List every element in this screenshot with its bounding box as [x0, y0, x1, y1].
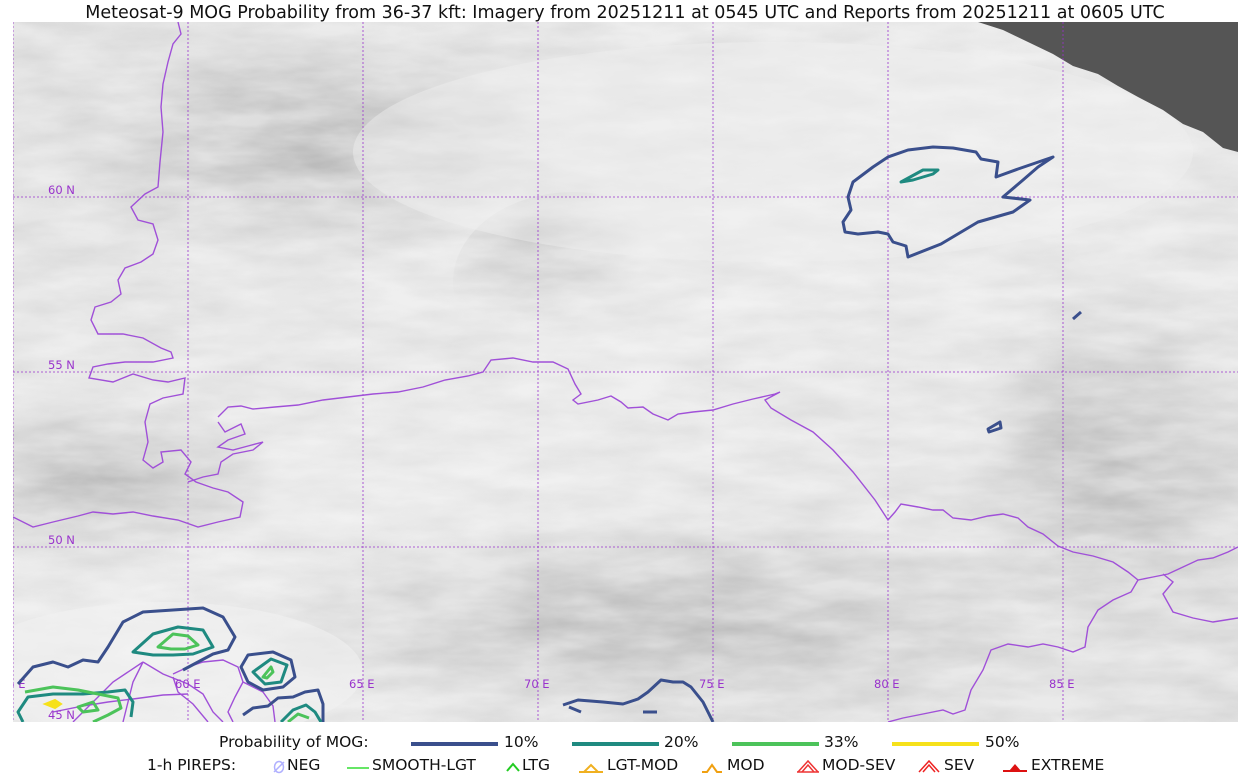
legend-10pct: 10% — [504, 733, 539, 751]
lon-label-80: 80 E — [874, 677, 900, 691]
legend-smooth-lgt: SMOOTH-LGT — [372, 756, 476, 774]
lat-label-60: 60 N — [48, 183, 75, 197]
lon-label-75: 75 E — [699, 677, 725, 691]
graticule — [13, 22, 1238, 722]
lon-label-60: 60 E — [175, 677, 201, 691]
ltg-icon — [506, 762, 520, 772]
legend-50pct: 50% — [985, 733, 1020, 751]
mog-50pct-contours — [42, 698, 63, 710]
lat-label-45: 45 N — [48, 708, 75, 722]
country-borders — [13, 22, 1238, 722]
lat-label-50: 50 N — [48, 533, 75, 547]
neg-icon — [273, 760, 285, 774]
lon-label-85: 85 E — [1049, 677, 1075, 691]
longitude-labels: 55 E 60 E 65 E 70 E 75 E 80 E 85 E — [13, 677, 1075, 691]
map-title: Meteosat-9 MOG Probability from 36-37 kf… — [85, 3, 1165, 23]
swatch-33pct — [732, 742, 819, 746]
legend-extreme: EXTREME — [1031, 756, 1105, 774]
legend-neg: NEG — [287, 756, 321, 774]
satellite-map: 60 N 55 N 50 N 45 N 55 E 60 E 65 E 70 E … — [13, 22, 1238, 722]
swatch-10pct — [411, 742, 498, 746]
lon-label-65: 65 E — [349, 677, 375, 691]
legend-sev: SEV — [944, 756, 975, 774]
mog-33pct-contours — [24, 632, 310, 722]
mod-sev-icon — [797, 759, 819, 773]
legend-33pct: 33% — [824, 733, 859, 751]
legend-ltg: LTG — [522, 756, 550, 774]
latitude-labels: 60 N 55 N 50 N 45 N — [48, 183, 75, 722]
legend-mod: MOD — [727, 756, 765, 774]
swatch-20pct — [572, 742, 659, 746]
legend-lgt-mod: LGT-MOD — [607, 756, 679, 774]
mod-icon — [702, 763, 722, 773]
legend-mod-sev: MOD-SEV — [822, 756, 896, 774]
pireps-legend: 1-h PIREPS: NEG SMOOTH-LGT LTG LGT-MOD M… — [0, 756, 1250, 778]
mog-20pct-contours — [16, 168, 940, 722]
lat-label-55: 55 N — [48, 358, 75, 372]
extreme-icon — [1003, 764, 1027, 772]
probability-legend-label: Probability of MOG: — [219, 733, 369, 751]
probability-legend: Probability of MOG: 10% 20% 33% 50% — [0, 733, 1250, 755]
mog-10pct-contours — [16, 145, 1082, 722]
lgt-mod-icon — [579, 763, 603, 773]
lon-label-70: 70 E — [524, 677, 550, 691]
swatch-50pct — [892, 742, 979, 746]
sev-icon — [918, 759, 940, 773]
legend-20pct: 20% — [664, 733, 699, 751]
smooth-lgt-icon — [347, 767, 369, 769]
pireps-legend-label: 1-h PIREPS: — [147, 756, 237, 774]
no-data-region — [978, 22, 1238, 152]
bright-cloud — [353, 42, 1193, 262]
